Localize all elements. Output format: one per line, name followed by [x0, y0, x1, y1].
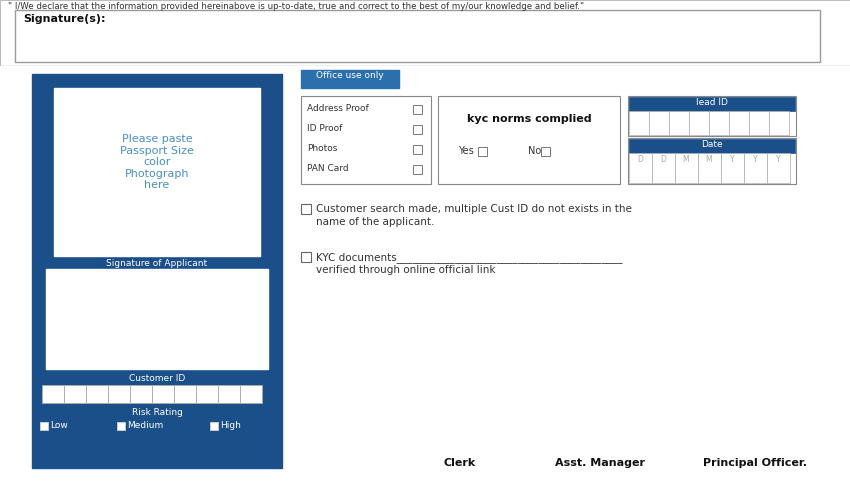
Bar	[628, 138, 796, 184]
Bar	[649, 111, 669, 135]
Bar	[541, 147, 550, 156]
Text: Y: Y	[753, 155, 757, 164]
Text: Office use only: Office use only	[316, 71, 384, 80]
Bar	[0, 66, 850, 486]
Bar	[108, 385, 130, 403]
Text: Risk Rating: Risk Rating	[132, 408, 183, 417]
Text: Please paste
Passport Size
color
Photograph
here: Please paste Passport Size color Photogr…	[120, 134, 194, 191]
Text: PAN Card: PAN Card	[307, 164, 348, 173]
Bar	[729, 111, 749, 135]
Bar	[413, 145, 422, 154]
Text: M: M	[683, 155, 689, 164]
Bar	[301, 96, 431, 184]
Text: No: No	[528, 146, 541, 156]
Bar	[709, 111, 729, 135]
Bar	[652, 153, 675, 183]
Bar	[174, 385, 196, 403]
Bar	[413, 165, 422, 174]
Text: Low: Low	[50, 421, 68, 430]
Text: High: High	[220, 421, 241, 430]
Bar	[0, 0, 850, 66]
Bar	[218, 385, 240, 403]
Text: kyc norms complied: kyc norms complied	[467, 114, 592, 124]
Text: name of the applicant.: name of the applicant.	[316, 217, 434, 227]
Text: Medium: Medium	[127, 421, 163, 430]
Bar	[438, 96, 620, 184]
Bar	[152, 385, 174, 403]
Bar	[629, 111, 649, 135]
Bar	[744, 153, 767, 183]
Bar	[749, 111, 769, 135]
Bar	[130, 385, 152, 403]
Text: Clerk: Clerk	[444, 458, 476, 468]
Bar	[689, 111, 709, 135]
Bar	[15, 10, 820, 62]
Bar	[54, 88, 260, 256]
Text: lead ID: lead ID	[696, 98, 728, 107]
Text: KYC documents___________________________________________: KYC documents___________________________…	[316, 252, 622, 263]
Bar	[629, 97, 795, 111]
Bar	[86, 385, 108, 403]
Bar	[64, 385, 86, 403]
Text: Photos: Photos	[307, 144, 337, 153]
Text: Date: Date	[701, 140, 722, 149]
Text: Y: Y	[776, 155, 780, 164]
Bar	[210, 422, 218, 430]
Text: Yes: Yes	[458, 146, 473, 156]
Bar	[478, 147, 487, 156]
Text: D: D	[637, 155, 643, 164]
Bar	[301, 204, 311, 214]
Bar	[413, 105, 422, 114]
Bar	[675, 153, 698, 183]
Bar	[301, 70, 399, 88]
Bar	[769, 111, 789, 135]
Text: Signature(s):: Signature(s):	[23, 14, 105, 24]
Bar	[413, 125, 422, 134]
Text: Y: Y	[729, 155, 734, 164]
Bar	[669, 111, 689, 135]
Bar	[32, 74, 282, 468]
Bar	[46, 269, 268, 369]
Text: Asst. Manager: Asst. Manager	[555, 458, 645, 468]
Text: Principal Officer.: Principal Officer.	[703, 458, 807, 468]
Text: ID Proof: ID Proof	[307, 124, 343, 133]
Text: Signature of Applicant: Signature of Applicant	[106, 259, 207, 268]
Bar	[40, 422, 48, 430]
Text: " I/We declare that the information provided hereinabove is up-to-date, true and: " I/We declare that the information prov…	[8, 2, 584, 11]
Text: D: D	[660, 155, 666, 164]
Bar	[629, 139, 795, 153]
Text: M: M	[706, 155, 712, 164]
Text: verified through online official link: verified through online official link	[316, 265, 496, 275]
Bar	[240, 385, 262, 403]
Bar	[301, 252, 311, 262]
Bar	[42, 385, 64, 403]
Bar	[117, 422, 125, 430]
Bar	[767, 153, 790, 183]
Text: Address Proof: Address Proof	[307, 104, 369, 113]
Bar	[721, 153, 744, 183]
Bar	[629, 153, 652, 183]
Bar	[698, 153, 721, 183]
Text: Customer ID: Customer ID	[129, 374, 185, 383]
Bar	[628, 96, 796, 136]
Bar	[196, 385, 218, 403]
Text: Customer search made, multiple Cust ID do not exists in the: Customer search made, multiple Cust ID d…	[316, 204, 632, 214]
